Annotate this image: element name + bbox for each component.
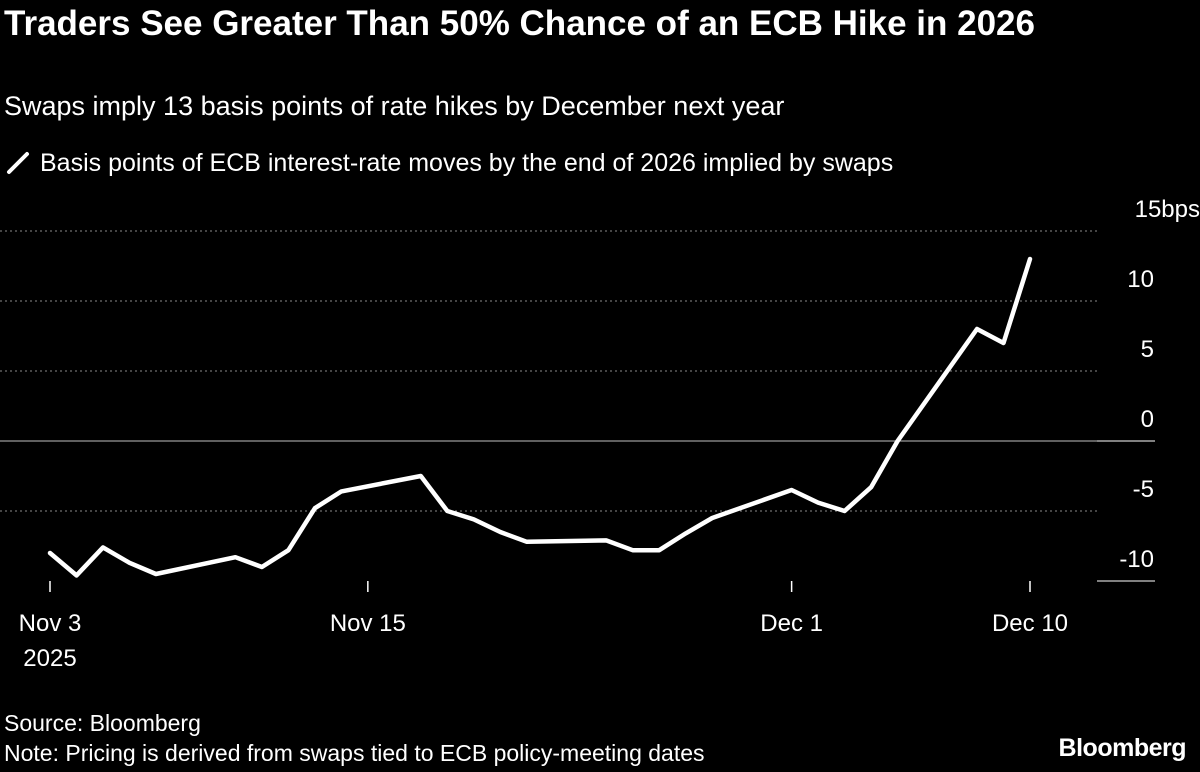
series-line — [47, 256, 1033, 578]
y-tick-label: 5 — [1141, 336, 1154, 363]
legend-label: Basis points of ECB interest-rate moves … — [40, 149, 894, 177]
y-tick-label: 10 — [1127, 266, 1154, 293]
axes: -10 -5 0 5 10 15bps Nov 3 2025 Nov 15 Dec 1 Dec 10 — [19, 196, 1200, 672]
legend: Basis points of ECB interest-rate moves … — [6, 146, 893, 180]
series — [47, 256, 1033, 578]
source-note: Source: Bloomberg — [4, 710, 201, 736]
x-tick-label: Dec 10 — [992, 610, 1068, 637]
y-tick-label: 0 — [1141, 406, 1154, 433]
chart-title: Traders See Greater Than 50% Chance of a… — [4, 4, 1035, 43]
gridlines — [0, 230, 1097, 512]
chart-subtitle: Swaps imply 13 basis points of rate hike… — [4, 91, 785, 121]
x-tick-sublabel: 2025 — [23, 645, 76, 672]
footnote: Note: Pricing is derived from swaps tied… — [4, 740, 705, 766]
y-tick-label: -10 — [1119, 546, 1154, 573]
x-tick-label: Nov 3 — [19, 610, 82, 637]
y-tick-label: 15bps — [1135, 196, 1200, 223]
x-tick-label: Dec 1 — [760, 610, 823, 637]
legend-line-icon — [7, 152, 29, 174]
x-tick-label: Nov 15 — [330, 610, 406, 637]
bloomberg-logo: Bloomberg — [1058, 734, 1187, 762]
y-tick-label: -5 — [1133, 476, 1154, 503]
